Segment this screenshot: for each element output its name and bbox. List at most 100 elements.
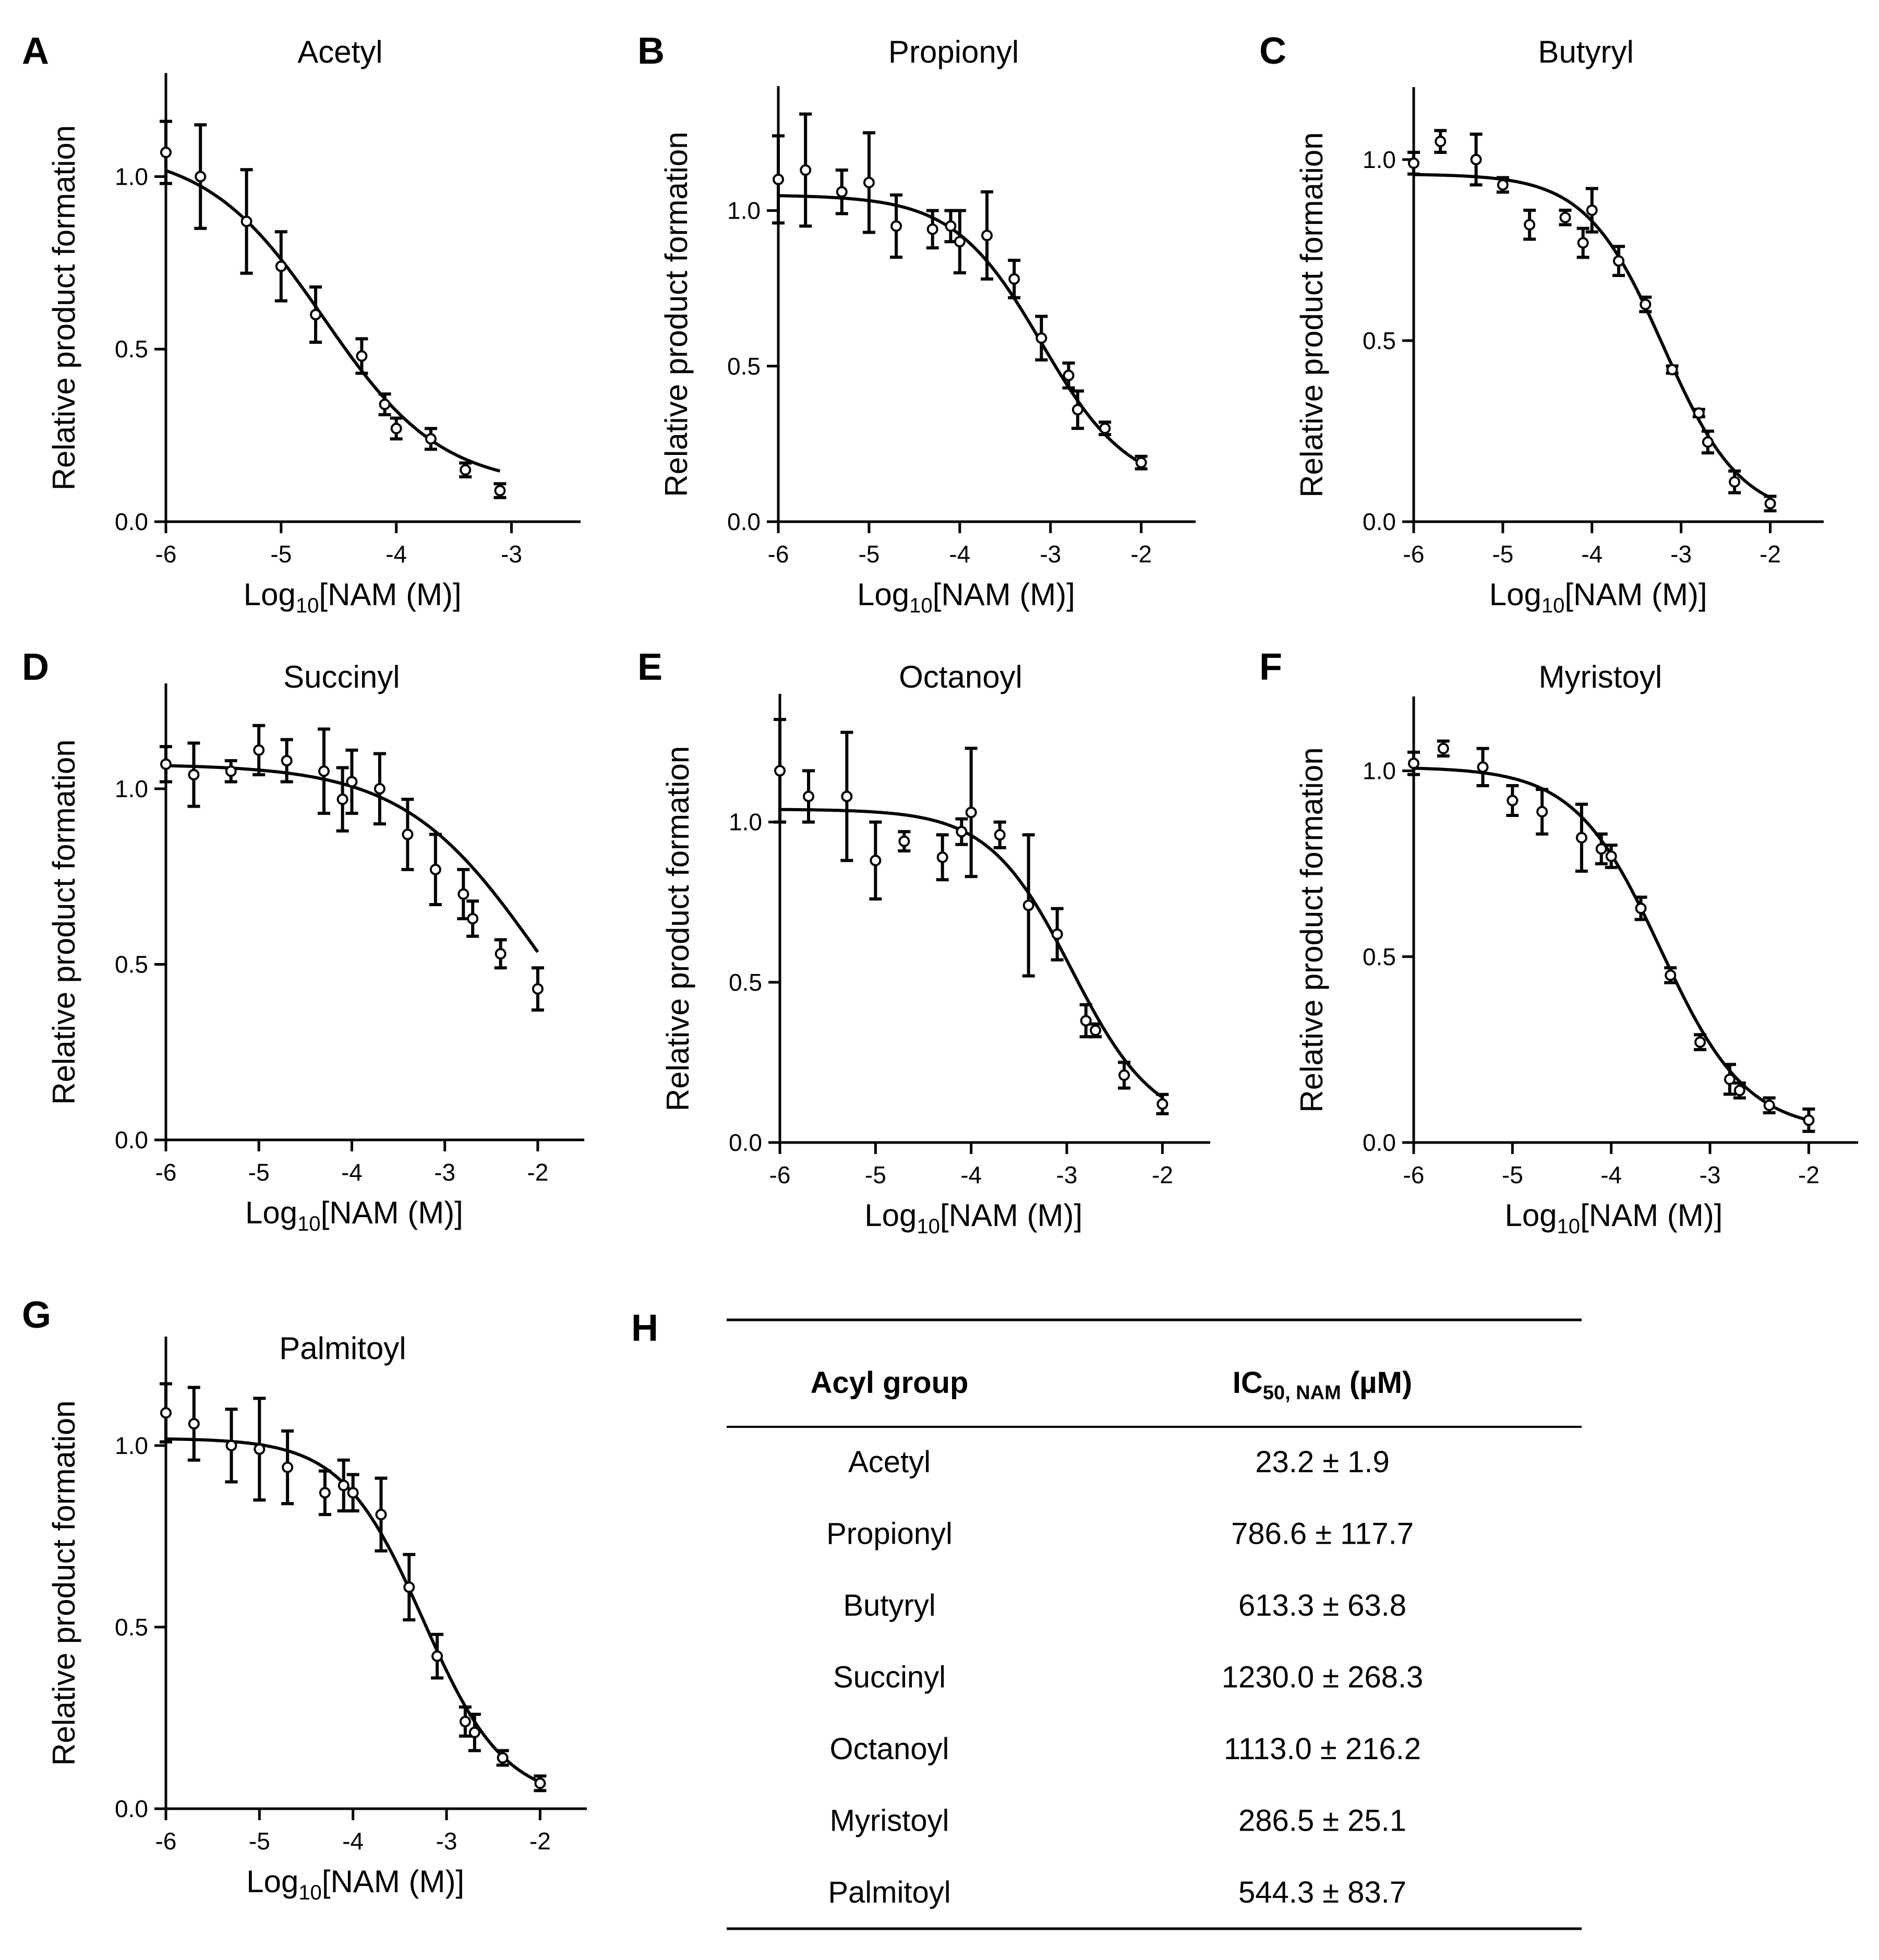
x-tick-label: -2	[1130, 540, 1152, 568]
ic50-header-subscript: 50, NAM	[1263, 1382, 1341, 1404]
data-point	[375, 1509, 387, 1521]
y-tick-label: 0.0	[1363, 508, 1396, 535]
y-tick-label: 1.0	[115, 1432, 148, 1459]
chart-panel-d: D Succinyl -6 -5 -4 -3 -2 0.0 0.5 1.0 Log10[NAM (M…	[22, 646, 584, 1235]
x-tick-label: -4	[1600, 1161, 1622, 1188]
data-point	[457, 888, 469, 900]
data-point	[1613, 255, 1624, 267]
fit-curve	[165, 169, 501, 473]
data-point	[346, 776, 358, 788]
data-point	[254, 1443, 266, 1455]
data-point	[459, 1715, 471, 1727]
data-point	[841, 790, 853, 802]
chart-title: Myristoyl	[1539, 659, 1663, 694]
data-point	[379, 399, 391, 411]
data-point	[1497, 179, 1509, 191]
data-point	[1135, 456, 1147, 468]
y-tick-label: 1.0	[115, 775, 148, 802]
table-cell-ic50: 23.2 ± 1.9	[1255, 1445, 1390, 1479]
x-axis-label-subscript: 10	[1557, 1215, 1581, 1238]
x-axis-label: Log10[NAM (M)]	[245, 1195, 463, 1235]
y-axis-label: Relative product formation	[660, 746, 695, 1111]
data-point	[1080, 1015, 1092, 1027]
x-axis-label-subscript: 10	[298, 1881, 322, 1904]
data-point	[1577, 237, 1589, 249]
data-point	[253, 744, 265, 756]
table-cell-ic50: 786.6 ± 117.7	[1231, 1517, 1414, 1551]
data-point	[402, 828, 414, 840]
x-axis-label-rest: [NAM (M)]	[321, 1195, 463, 1230]
chart-panel-a: A Acetyl -6 -5 -4 -3 0.0 0.5 1.0 Log10[NAM (M)] Re…	[22, 30, 581, 617]
y-tick-label: 0.0	[727, 508, 761, 535]
panel-letter-c: C	[1259, 30, 1286, 72]
chart-panel-g: G Palmitoyl -6 -5 -4 -3 -2 0.0 0.5 1.0 Log10[NAM (…	[22, 1294, 587, 1904]
x-tick-label: -5	[1492, 540, 1513, 568]
x-tick-label: -4	[342, 1827, 364, 1855]
chart-title: Succinyl	[283, 659, 400, 694]
ic50-header-unit: (µM)	[1341, 1366, 1412, 1400]
data-point	[836, 186, 848, 198]
data-point	[994, 829, 1006, 841]
data-point	[281, 755, 293, 767]
data-point	[1635, 903, 1647, 915]
x-tick-label: -6	[768, 540, 789, 568]
chart-panel-f: F Myristoyl -6 -5 -4 -3 -2 0.0 0.5 1.0 Log10[NAM (…	[1259, 646, 1858, 1238]
x-tick-label: -4	[386, 540, 407, 568]
panel-letter-e: E	[637, 646, 663, 688]
x-tick-label: -4	[960, 1161, 982, 1188]
data-point	[1408, 757, 1419, 769]
data-point	[800, 164, 812, 176]
table-row: Propionyl 786.6 ± 117.7	[826, 1517, 1414, 1551]
y-tick-label: 0.5	[727, 353, 761, 380]
data-point	[1729, 476, 1741, 488]
y-tick-label: 1.0	[1363, 146, 1396, 173]
x-tick-label: -5	[249, 1827, 270, 1855]
x-tick-label: -6	[1403, 1161, 1425, 1188]
data-point	[774, 765, 786, 777]
x-axis-label-subscript: 10	[917, 1215, 940, 1238]
data-point	[1090, 1025, 1101, 1036]
y-tick-label: 0.5	[115, 951, 148, 978]
chart-title: Butyryl	[1538, 34, 1633, 69]
chart-title: Propionyl	[888, 34, 1019, 69]
panel-letter-b: B	[637, 30, 665, 72]
x-axis-label-base: Log	[864, 1198, 917, 1233]
data-point	[1693, 407, 1705, 419]
data-point	[1559, 211, 1571, 223]
data-point	[319, 1487, 331, 1499]
table-row: Butyryl 613.3 ± 63.8	[843, 1589, 1406, 1622]
y-tick-label: 1.0	[727, 197, 761, 224]
data-point	[1470, 153, 1482, 165]
data-point	[160, 758, 172, 770]
data-point	[534, 1777, 546, 1789]
x-tick-label: -6	[1403, 540, 1425, 568]
y-tick-label: 1.0	[115, 163, 148, 190]
x-axis-label-rest: [NAM (M)]	[933, 577, 1075, 612]
data-point	[956, 826, 968, 838]
data-point	[773, 173, 784, 185]
x-tick-label: -3	[434, 1159, 455, 1186]
x-tick-label: -5	[858, 540, 880, 568]
x-axis-label-subscript: 10	[1541, 594, 1565, 617]
data-point	[195, 171, 207, 183]
table-row: Myristoyl 286.5 ± 25.1	[830, 1804, 1406, 1838]
y-tick-label: 0.5	[115, 335, 148, 363]
chart-title: Acetyl	[297, 34, 382, 69]
y-axis-label: Relative product formation	[46, 739, 81, 1104]
data-point	[160, 147, 172, 159]
y-tick-label: 0.5	[1363, 943, 1396, 970]
data-point	[890, 220, 902, 232]
chart-panel-c: C Butyryl -6 -5 -4 -3 -2 0.0 0.5 1.0 Log10[NAM (M)…	[1259, 30, 1824, 617]
x-axis-label-rest: [NAM (M)]	[1564, 577, 1707, 612]
chart-panel-e: E Octanoyl -6 -5 -4 -3 -2 0.0 0.5 1.0 Log10[NAM (M…	[637, 646, 1210, 1238]
data-point	[356, 350, 368, 362]
table-cell-acyl-group: Palmitoyl	[828, 1875, 950, 1909]
data-point	[1595, 843, 1607, 855]
data-point	[336, 793, 348, 805]
data-point	[1051, 928, 1063, 940]
data-point	[188, 769, 200, 780]
data-point	[1524, 219, 1536, 231]
x-axis-label: Log10[NAM (M)]	[1504, 1198, 1723, 1238]
data-point	[1665, 969, 1677, 981]
